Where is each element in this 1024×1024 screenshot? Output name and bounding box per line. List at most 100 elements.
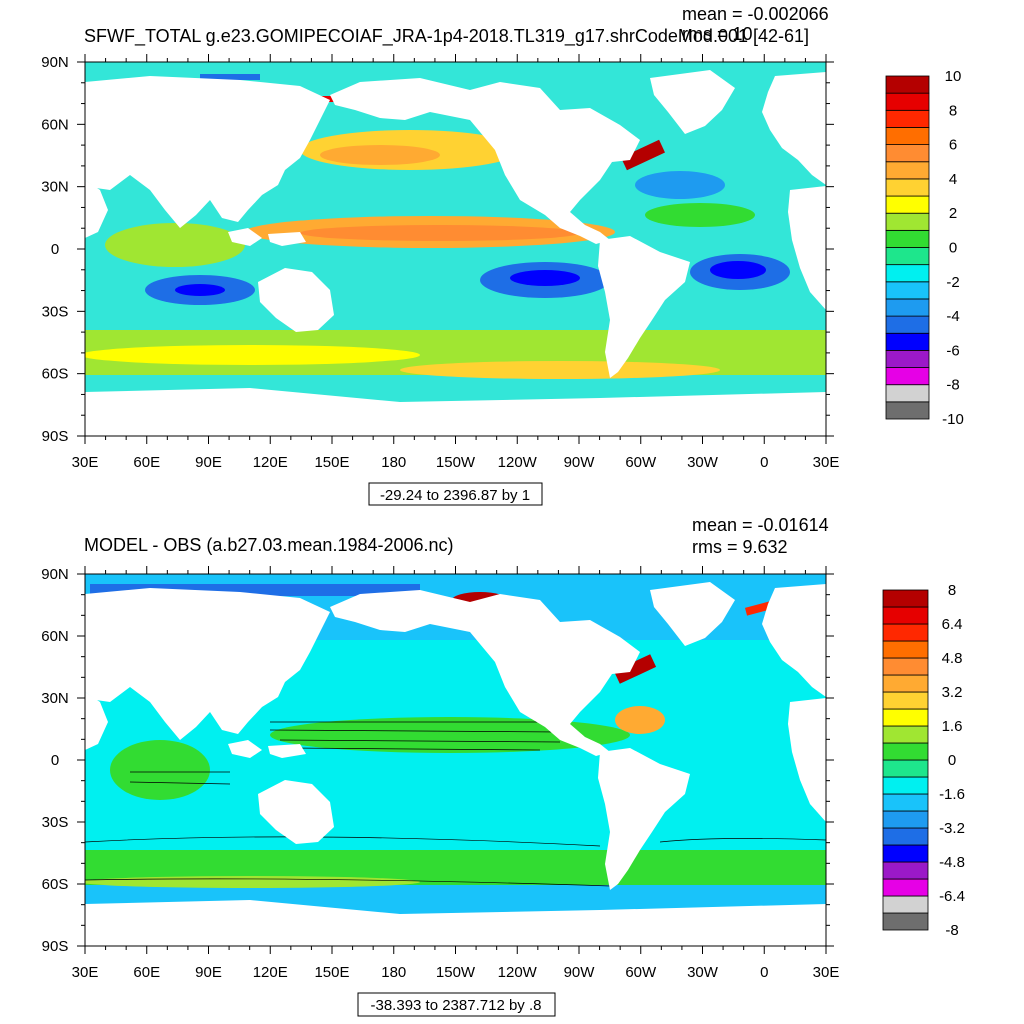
- bottom-contour-info: -38.393 to 2387.712 by .8: [371, 997, 542, 1014]
- se-pacific-core: [510, 270, 580, 286]
- colorbar-box: [885, 281, 930, 300]
- x-tick-label: 120E: [253, 454, 288, 471]
- y-tick-label: 0: [51, 752, 59, 769]
- x-tick-label: 60E: [133, 964, 160, 981]
- bottom-mean-stat: mean = -0.01614: [692, 515, 829, 535]
- colorbar-box: [882, 725, 929, 744]
- colorbar-box: [885, 264, 930, 283]
- top-map-field: [85, 62, 826, 436]
- x-tick-label: 60W: [625, 454, 657, 471]
- x-tick-label: 120W: [498, 964, 538, 981]
- x-tick-label: 60W: [625, 964, 657, 981]
- colorbar-box: [885, 332, 930, 351]
- x-tick-label: 30W: [687, 964, 719, 981]
- colorbar-box: [882, 878, 929, 897]
- x-tick-label: 120E: [253, 964, 288, 981]
- y-tick-label: 60S: [42, 366, 69, 383]
- colorbar-box: [882, 861, 929, 880]
- colorbar-box: [885, 384, 930, 403]
- colorbar-label: 4.8: [942, 650, 963, 667]
- bottom-gulf-orange: [615, 706, 665, 734]
- colorbar-label: -1.6: [939, 786, 965, 803]
- colorbar-box: [885, 315, 930, 334]
- x-tick-label: 90W: [564, 964, 596, 981]
- colorbar-box: [882, 810, 929, 829]
- colorbar-box: [885, 367, 930, 386]
- colorbar-box: [885, 127, 930, 145]
- bottom-rms-stat: rms = 9.632: [692, 537, 788, 557]
- colorbar-label: 4: [949, 171, 957, 188]
- southern-yellow-band-2: [400, 361, 720, 379]
- colorbar-box: [885, 178, 930, 197]
- colorbar-label: -6: [946, 342, 959, 359]
- colorbar-box: [885, 75, 930, 94]
- x-tick-label: 90E: [195, 964, 222, 981]
- x-tick-label: 0: [760, 964, 768, 981]
- colorbar-label: 8: [948, 582, 956, 599]
- colorbar-label: 8: [949, 102, 957, 119]
- colorbar-box: [882, 708, 929, 727]
- colorbar-box: [885, 109, 930, 128]
- s-atlantic-core: [710, 261, 766, 279]
- colorbar-label: -6.4: [939, 888, 965, 905]
- colorbar-box: [885, 401, 930, 420]
- y-tick-label: 60N: [41, 116, 69, 133]
- top-rms-stat: rms = 10: [682, 24, 753, 44]
- colorbar-label: -8: [946, 377, 959, 394]
- top-panel: SFWF_TOTAL g.e23.GOMIPECOIAF_JRA-1p4-201…: [41, 4, 964, 506]
- colorbar-box: [882, 606, 929, 625]
- north-pacific-orange: [320, 145, 440, 165]
- top-title: SFWF_TOTAL g.e23.GOMIPECOIAF_JRA-1p4-201…: [84, 26, 809, 47]
- x-tick-label: 90E: [195, 454, 222, 471]
- x-tick-label: 180: [381, 454, 406, 471]
- x-tick-label: 90W: [564, 454, 596, 471]
- colorbar-box: [882, 895, 929, 914]
- x-tick-label: 30E: [813, 454, 840, 471]
- y-tick-label: 90S: [42, 938, 69, 955]
- colorbar-box: [882, 742, 929, 761]
- y-tick-label: 90N: [41, 566, 69, 583]
- colorbar-label: 0: [948, 752, 956, 769]
- top-colorbar: 10 8 6 4 2 0 -2 -4 -6 -8 -10: [885, 68, 964, 428]
- x-tick-label: 30E: [72, 454, 99, 471]
- y-tick-label: 0: [51, 241, 59, 258]
- top-contour-info: -29.24 to 2396.87 by 1: [380, 487, 530, 504]
- colorbar-box: [882, 844, 929, 863]
- bottom-map-field: [85, 574, 826, 946]
- y-tick-label: 60N: [41, 628, 69, 645]
- y-tick-label: 90S: [42, 428, 69, 445]
- y-tick-label: 60S: [42, 876, 69, 893]
- colorbar-box: [882, 589, 929, 608]
- colorbar-label: 10: [945, 68, 962, 85]
- colorbar-label: -10: [942, 411, 964, 428]
- colorbar-box: [885, 161, 930, 180]
- bottom-colorbar: 8 6.4 4.8 3.2 1.6 0 -1.6 -3.2 -4.8 -6.4 -8: [882, 582, 965, 939]
- colorbar-label: -2: [946, 274, 959, 291]
- southern-yellow-band: [85, 345, 420, 365]
- colorbar-label: -4: [946, 308, 959, 325]
- colorbar-box: [882, 776, 929, 795]
- gulf-stream-red: [621, 139, 665, 171]
- y-tick-label: 30S: [42, 814, 69, 831]
- colorbar-label: 1.6: [942, 718, 963, 735]
- colorbar-label: -3.2: [939, 820, 965, 837]
- y-tick-label: 30N: [41, 690, 69, 707]
- colorbar-box: [885, 298, 930, 317]
- colorbar-box: [885, 92, 930, 111]
- x-tick-label: 0: [760, 454, 768, 471]
- bottom-indian-green: [110, 740, 210, 800]
- bottom-info-box: [357, 992, 556, 1017]
- colorbar-box: [882, 691, 929, 710]
- colorbar-box: [882, 827, 929, 846]
- colorbar-box: [882, 674, 929, 693]
- colorbar-label: -8: [945, 922, 958, 939]
- x-tick-label: 150W: [436, 964, 476, 981]
- colorbar-box: [882, 912, 929, 931]
- x-tick-label: 30E: [72, 964, 99, 981]
- arctic-blue: [200, 74, 260, 80]
- colorbar-label: -4.8: [939, 854, 965, 871]
- x-tick-label: 180: [381, 964, 406, 981]
- colorbar-box: [885, 144, 930, 163]
- top-info-box: [368, 482, 543, 506]
